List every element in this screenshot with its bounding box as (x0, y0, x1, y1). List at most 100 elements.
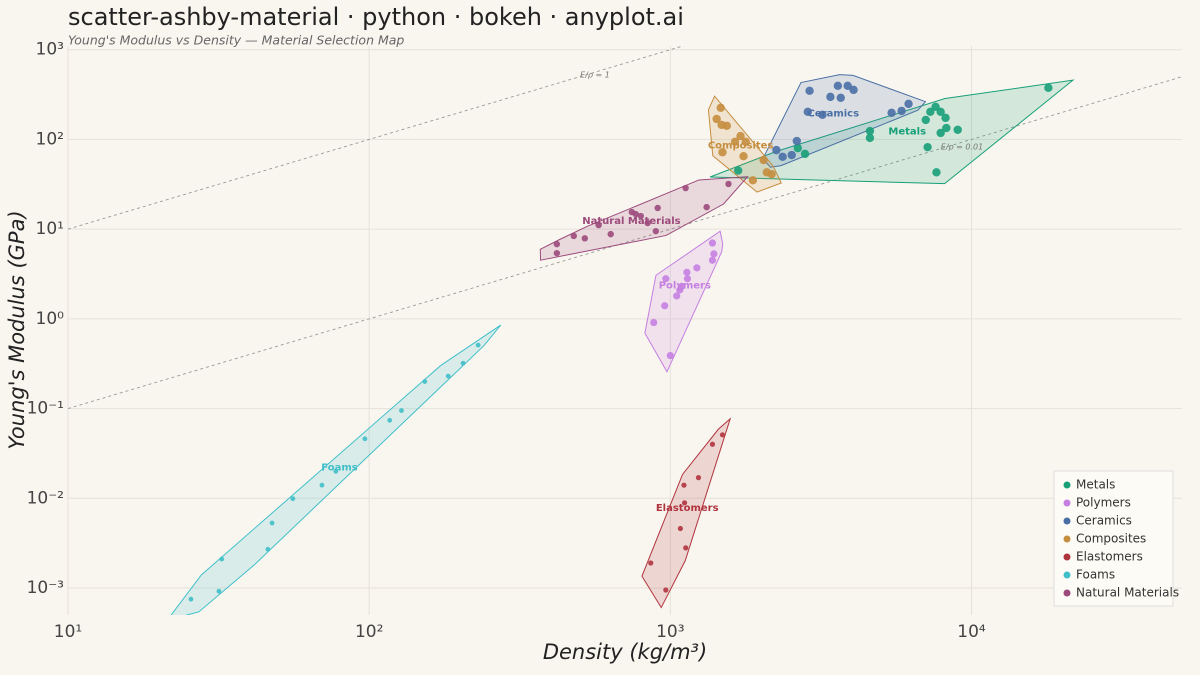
x-axis-label: Density (kg/m³) (543, 640, 707, 664)
data-point (759, 155, 768, 165)
data-point (709, 441, 716, 447)
data-point (654, 204, 661, 212)
data-point (792, 136, 802, 146)
group-label: Metals (888, 127, 926, 138)
data-point (923, 142, 932, 152)
group-label: Ceramics (808, 109, 860, 120)
chart-subtitle: Young's Modulus vs Density — Material Se… (68, 33, 404, 48)
guideline-label: E/ρ = 0.01 (941, 143, 983, 152)
data-point (422, 379, 428, 384)
data-point (673, 292, 681, 300)
data-point (778, 152, 787, 162)
data-point (730, 137, 740, 147)
y-axis-label: Young's Modulus (GPa) (5, 210, 29, 449)
data-point (265, 546, 271, 552)
x-tick-label: 10⁴ (957, 622, 986, 642)
data-point (595, 221, 602, 229)
data-point (475, 342, 481, 348)
data-point (787, 150, 796, 160)
y-tick-label: 10¹ (36, 219, 64, 239)
data-point (803, 107, 812, 117)
data-point (693, 264, 701, 272)
x-tick-label: 10² (355, 622, 383, 642)
group-label: Foams (321, 463, 357, 474)
data-point (637, 212, 645, 220)
data-point (942, 123, 951, 133)
data-point (836, 93, 845, 103)
data-point (581, 235, 588, 242)
legend-box (1053, 470, 1174, 607)
legend-swatch (1063, 535, 1071, 543)
legend-label: Ceramics (1076, 514, 1132, 528)
data-point (683, 545, 689, 551)
data-point (826, 92, 835, 102)
data-point (553, 249, 561, 257)
data-point (652, 227, 660, 235)
y-tick-label: 10⁻¹ (27, 399, 64, 419)
data-point (793, 143, 802, 153)
guideline (68, 46, 685, 230)
data-point (897, 106, 906, 116)
data-point (666, 351, 674, 360)
group-labels: E/ρ = 1 E/ρ = 0.01 Metals Polymers Ceramics C… (321, 71, 983, 515)
y-tick-label: 10⁻² (27, 488, 64, 508)
data-point (1044, 83, 1053, 93)
data-point (387, 417, 393, 423)
guidelines (68, 46, 1182, 409)
legend-label: Elastomers (1076, 550, 1143, 564)
data-point (570, 232, 577, 240)
data-point (739, 152, 748, 161)
legend-swatch (1063, 499, 1071, 507)
data-point (849, 85, 858, 95)
data-point (725, 180, 732, 188)
data-point (662, 275, 670, 283)
guideline (68, 76, 1182, 409)
data-point (736, 131, 745, 141)
data-point (941, 113, 950, 123)
data-point (683, 275, 692, 283)
data-point (607, 230, 614, 238)
data-point (833, 81, 843, 91)
data-point (188, 596, 194, 602)
data-point (718, 148, 727, 157)
data-point (644, 219, 651, 227)
y-tick-label: 10² (36, 129, 64, 149)
group-label: Elastomers (656, 503, 719, 514)
legend-swatch (1063, 589, 1071, 597)
data-point (904, 99, 913, 109)
x-tick-label: 10³ (656, 622, 684, 642)
grid: 10¹ 10² 10³ 10⁴ 10⁻³ 10⁻² 10⁻¹ 10⁰ 10¹ 10² 10³ (27, 40, 1182, 642)
data-point (676, 286, 684, 294)
data-point (703, 203, 710, 211)
data-point (683, 268, 691, 276)
data-point (710, 250, 718, 258)
data-point (818, 110, 827, 120)
y-tick-label: 10⁰ (36, 309, 65, 329)
data-point (716, 103, 725, 113)
data-point (865, 133, 875, 143)
data-point (843, 81, 852, 91)
legend-label: Composites (1076, 532, 1146, 546)
group-hull (641, 417, 732, 609)
data-point (319, 482, 325, 488)
data-point (648, 560, 654, 566)
data-point (681, 500, 688, 506)
group-label: Natural Materials (582, 216, 680, 227)
points (188, 81, 1053, 602)
chart-title: scatter-ashby-material · python · bokeh … (68, 3, 684, 31)
y-tick-label: 10³ (36, 40, 64, 60)
legend-swatch (1063, 553, 1071, 561)
data-point (805, 86, 814, 96)
data-point (800, 149, 810, 159)
data-point (695, 475, 702, 481)
data-point (445, 373, 451, 379)
data-point (663, 587, 669, 593)
data-point (219, 556, 225, 562)
group-label: Polymers (659, 280, 711, 291)
data-point (681, 482, 687, 488)
data-point (290, 496, 296, 502)
data-point (772, 145, 781, 155)
data-point (216, 588, 222, 594)
legend-label: Metals (1076, 478, 1115, 492)
